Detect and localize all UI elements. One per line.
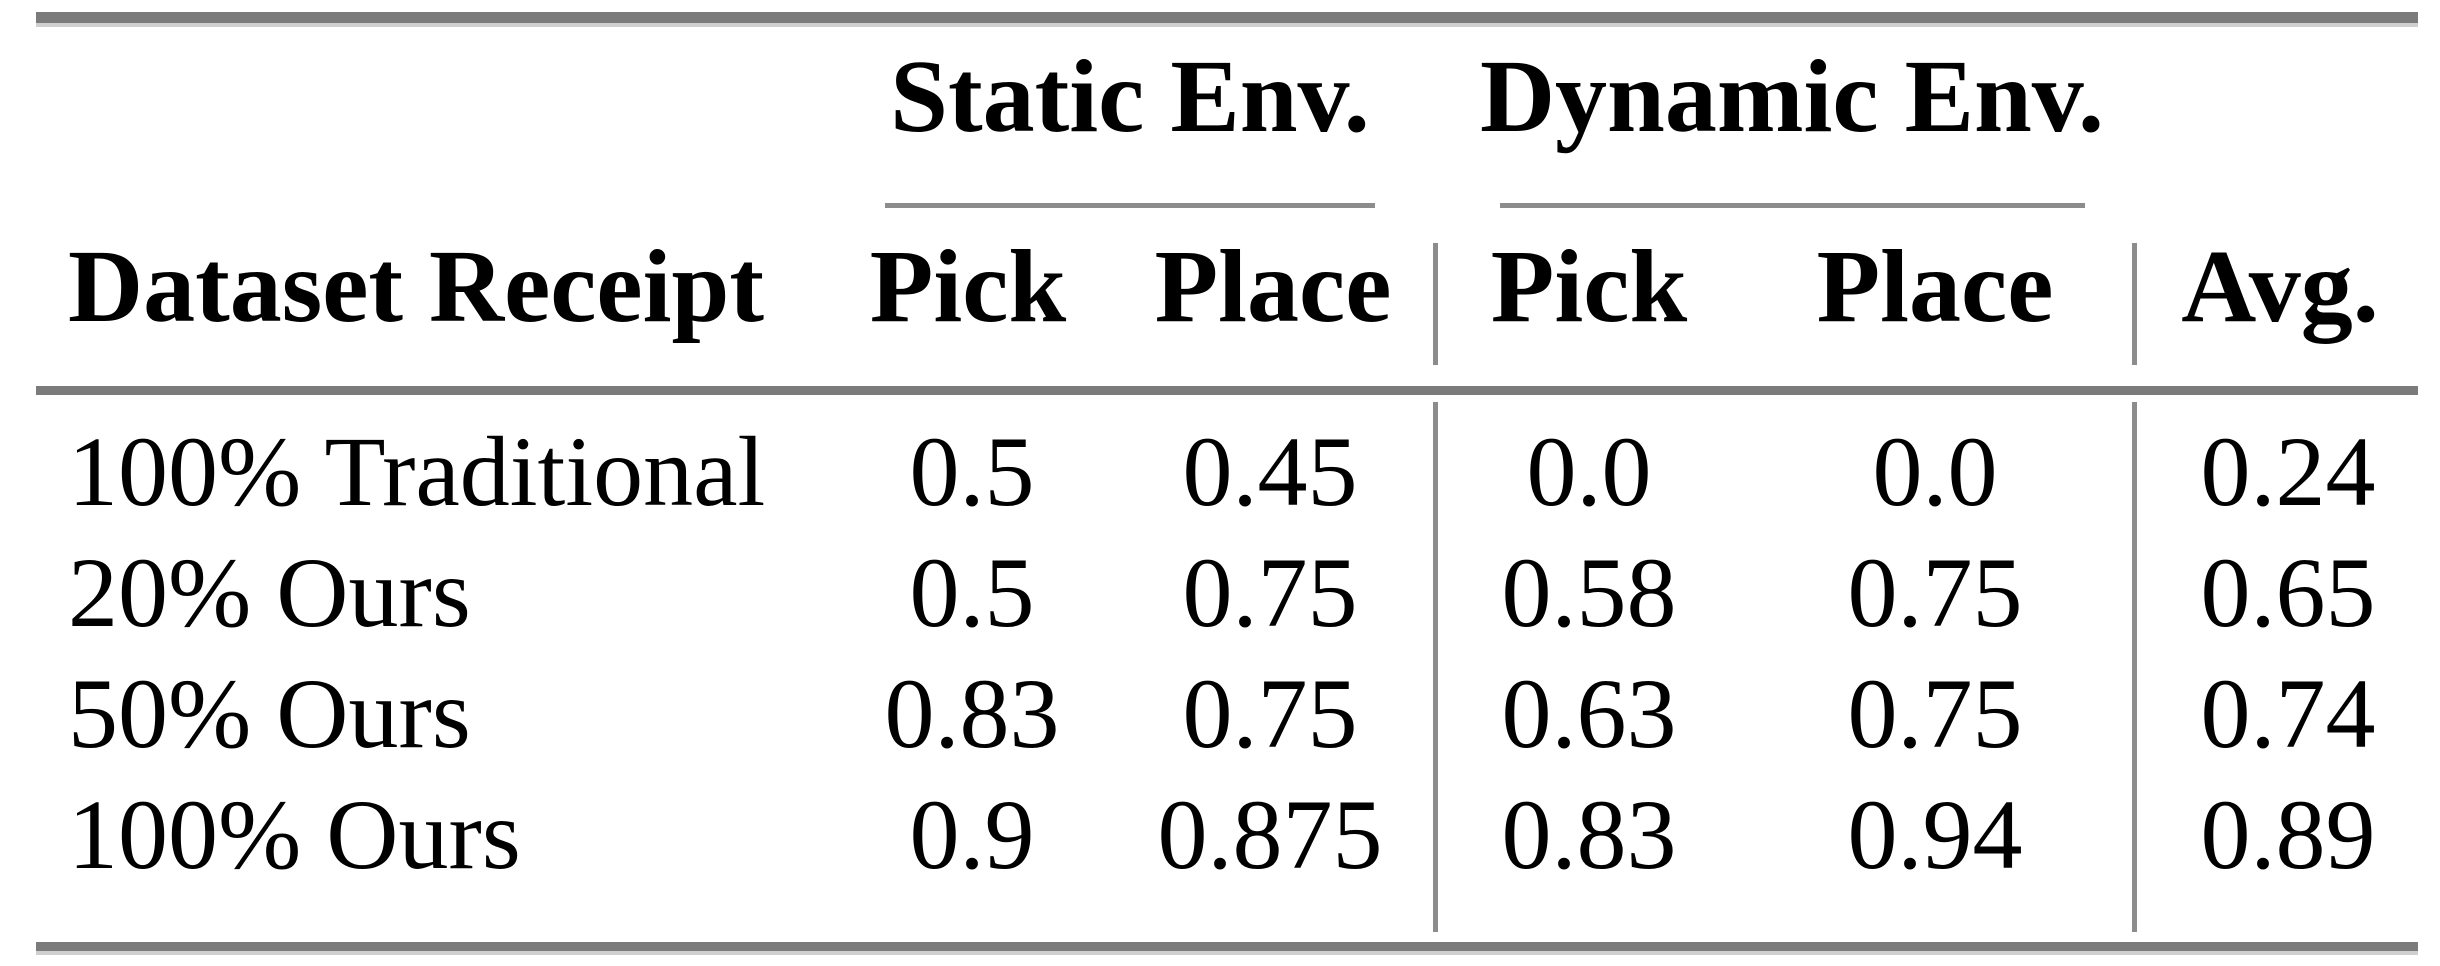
bottom-rule [36,942,2418,951]
cell-dynamic-pick: 0.0 [1526,416,1652,527]
group-header-static: Static Env. [890,39,1370,154]
cell-dynamic-pick: 0.83 [1501,779,1677,890]
cell-static-place: 0.75 [1182,537,1358,648]
col-header-dynamic-place: Place [1816,229,2054,344]
cell-static-pick: 0.5 [909,416,1035,527]
top-rule [36,12,2418,23]
cell-static-place: 0.45 [1182,416,1358,527]
bottom-rule-secondary [36,951,2418,955]
cmidrule-static [885,203,1375,208]
col-header-avg: Avg. [2181,229,2379,344]
vrule-header-2 [2132,243,2137,365]
vrule-data-1 [1433,402,1438,932]
row-label: 100% Ours [68,779,521,890]
cell-dynamic-place: 0.75 [1847,658,2023,769]
cell-dynamic-place: 0.0 [1872,416,1998,527]
cell-static-pick: 0.9 [909,779,1035,890]
group-header-dynamic: Dynamic Env. [1479,39,2105,154]
col-header-static-place: Place [1154,229,1392,344]
cell-dynamic-place: 0.94 [1847,779,2023,890]
cell-static-pick: 0.83 [884,658,1060,769]
cell-avg: 0.89 [2200,779,2376,890]
top-rule-secondary [36,23,2418,27]
col-header-dataset: Dataset Receipt [68,229,764,344]
cell-static-pick: 0.5 [909,537,1035,648]
vrule-header-1 [1433,243,1438,365]
cell-avg: 0.24 [2200,416,2376,527]
col-header-static-pick: Pick [869,229,1067,344]
col-header-dynamic-pick: Pick [1490,229,1688,344]
row-label: 20% Ours [68,537,471,648]
cmidrule-dynamic [1500,203,2085,208]
cell-avg: 0.74 [2200,658,2376,769]
cell-dynamic-pick: 0.63 [1501,658,1677,769]
row-label: 50% Ours [68,658,471,769]
cell-dynamic-pick: 0.58 [1501,537,1677,648]
cell-static-place: 0.875 [1157,779,1383,890]
vrule-data-2 [2132,402,2137,932]
cell-static-place: 0.75 [1182,658,1358,769]
cell-dynamic-place: 0.75 [1847,537,2023,648]
cell-avg: 0.65 [2200,537,2376,648]
mid-rule [36,386,2418,395]
row-label: 100% Traditional [68,416,766,527]
